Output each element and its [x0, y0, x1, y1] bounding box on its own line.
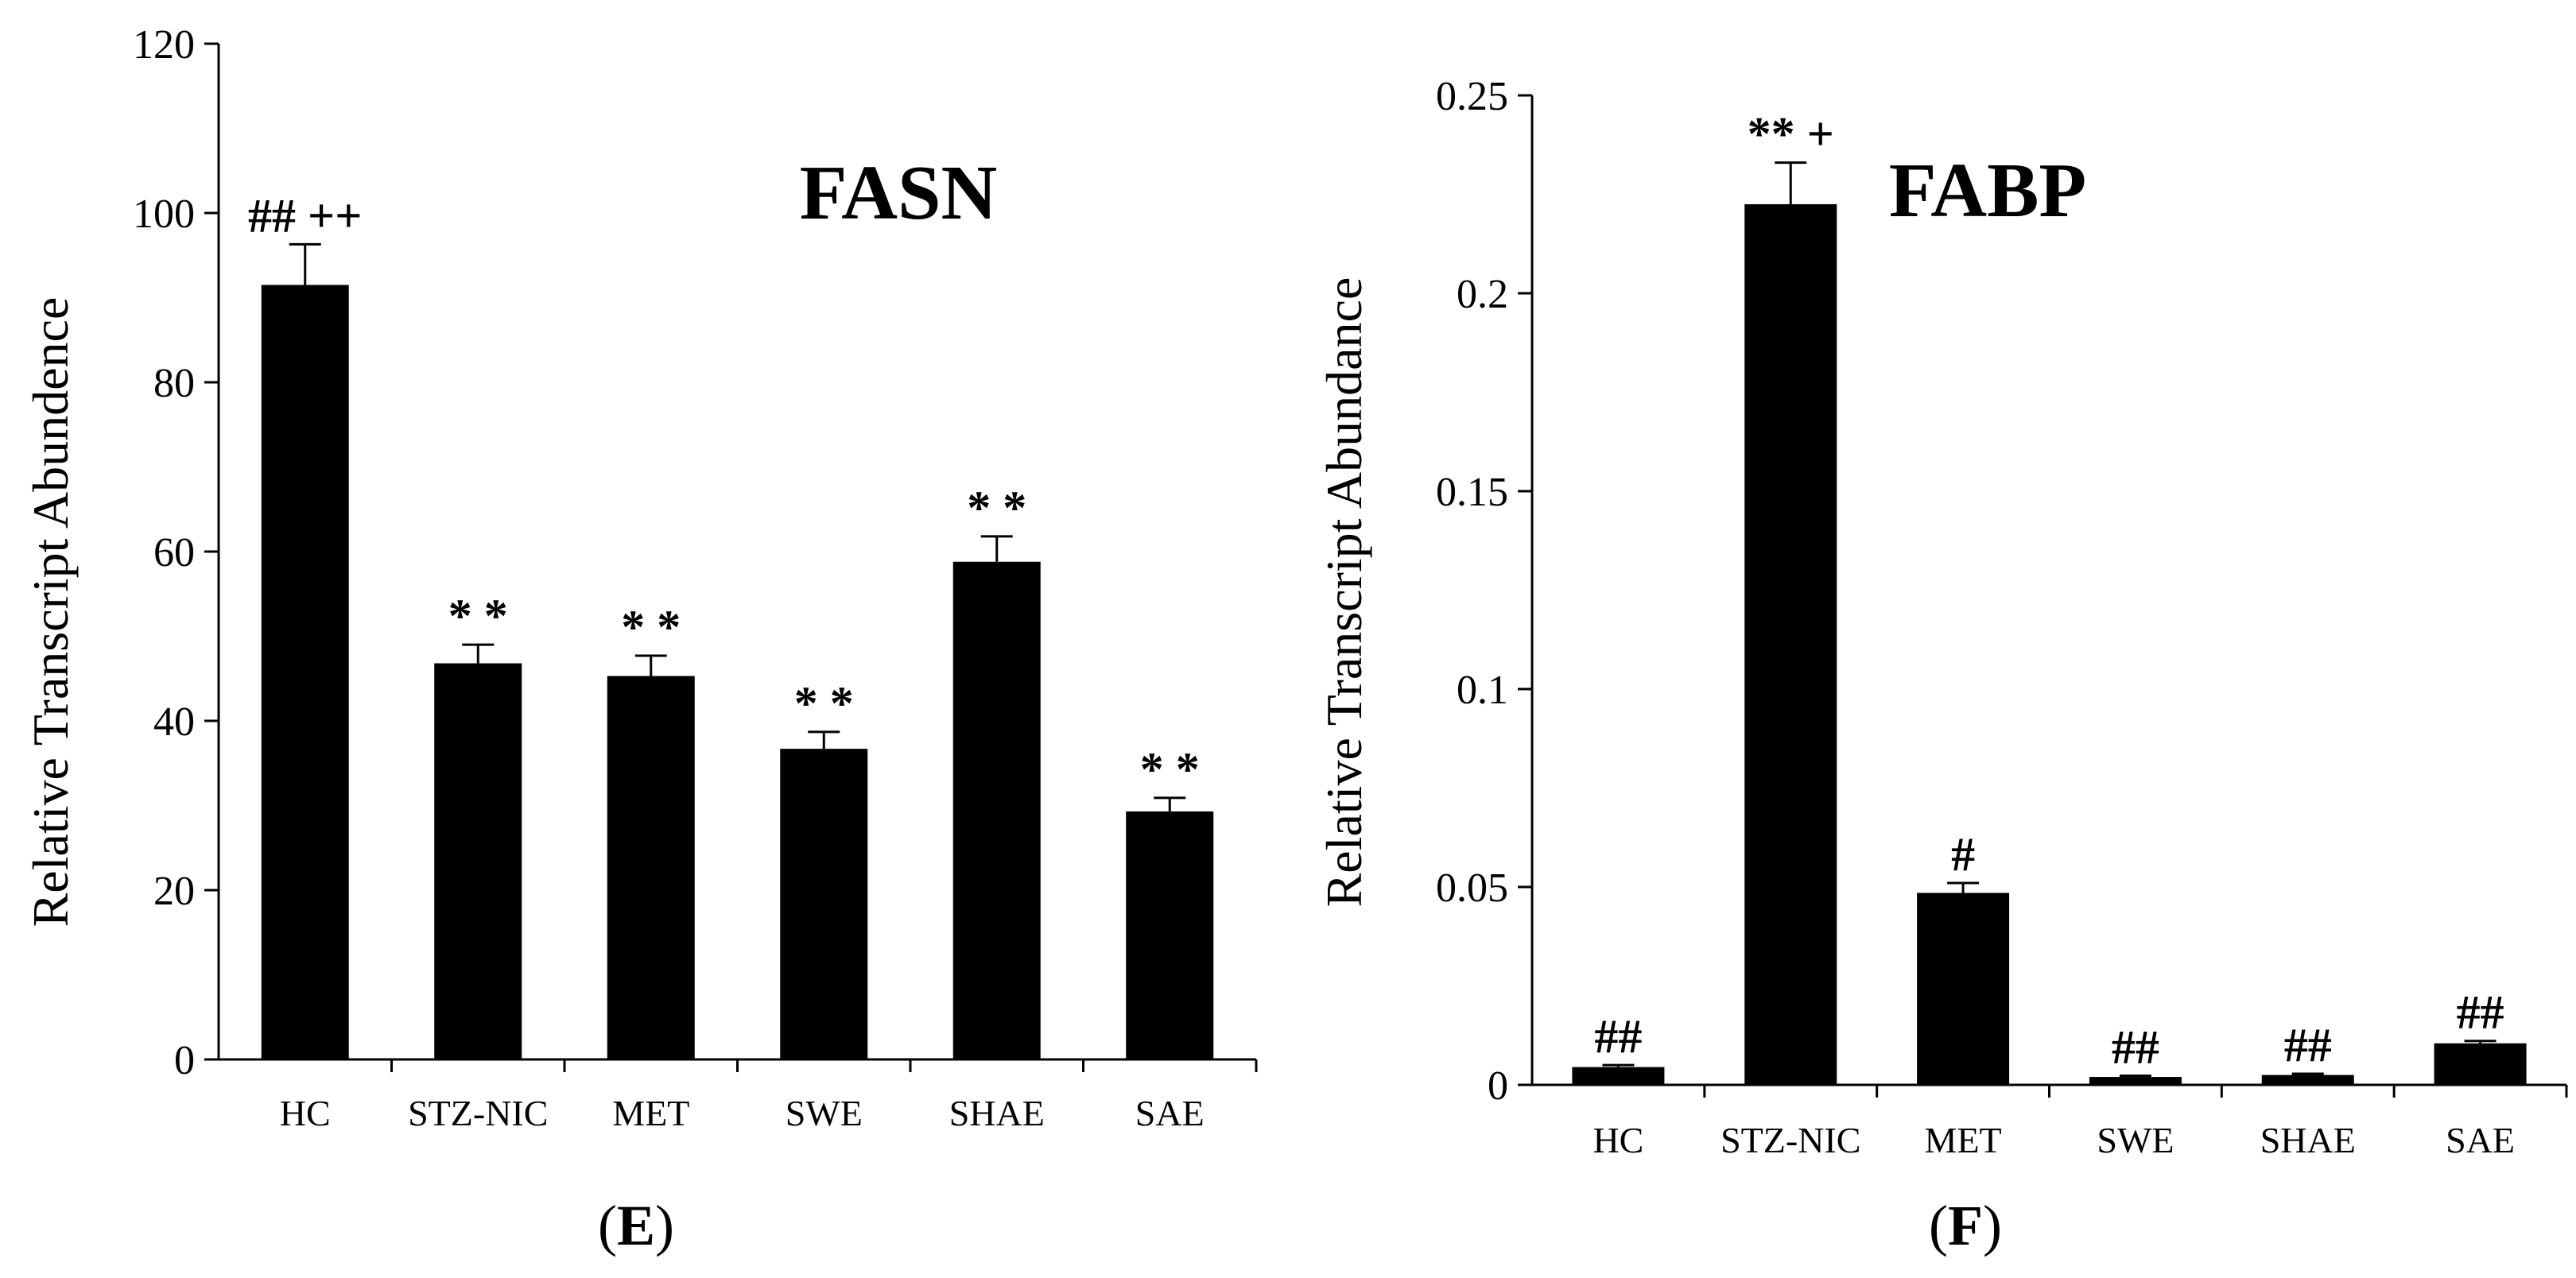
- y-tick-label: 120: [133, 22, 195, 68]
- bar: [780, 749, 868, 1059]
- y-tick-label: 0.15: [1436, 470, 1508, 515]
- x-tick-label: STZ-NIC: [408, 1093, 548, 1133]
- significance-label: ##: [2112, 1021, 2159, 1074]
- bar: [2089, 1077, 2182, 1085]
- panel-label-e-open: (: [598, 1194, 617, 1257]
- panel-label-f-open: (: [1929, 1194, 1948, 1257]
- significance-label: ##: [2457, 986, 2504, 1039]
- panel-label-e-letter: E: [617, 1194, 655, 1257]
- significance-label: * *: [794, 677, 854, 730]
- y-tick-label: 60: [153, 530, 195, 575]
- y-tick-label: 0.05: [1436, 866, 1508, 911]
- panel-label-e-close: ): [655, 1194, 674, 1257]
- x-tick-label: SAE: [1135, 1093, 1205, 1133]
- x-tick-label: SAE: [2446, 1120, 2515, 1160]
- x-tick-label: MET: [1925, 1120, 2002, 1160]
- bar: [1917, 893, 2010, 1085]
- x-tick-label: HC: [280, 1093, 331, 1133]
- bar: [434, 663, 522, 1059]
- x-tick-label: STZ-NIC: [1721, 1120, 1860, 1160]
- y-tick-label: 40: [153, 699, 195, 745]
- x-tick-label: SHAE: [2260, 1120, 2356, 1160]
- bar: [952, 561, 1041, 1059]
- bar: [1126, 811, 1214, 1059]
- panel-label-f-letter: F: [1948, 1194, 1983, 1257]
- y-axis-label-fasn: Relative Transcript Abundence: [22, 297, 79, 928]
- significance-label: ## ++: [248, 189, 362, 242]
- x-tick-label: HC: [1593, 1120, 1643, 1160]
- bar: [1572, 1067, 1665, 1085]
- chart-fasn: FASN Relative Transcript Abundence (E) 0…: [22, 22, 1258, 1257]
- bar: [1744, 203, 1837, 1086]
- bar: [2434, 1043, 2527, 1085]
- significance-label: ##: [1594, 1010, 1642, 1063]
- significance-label: * *: [967, 482, 1026, 534]
- y-axis-label-fabp: Relative Transcript Abundance: [1316, 277, 1372, 908]
- significance-label: * *: [1140, 743, 1200, 796]
- significance-label: * *: [448, 590, 508, 642]
- y-tick-label: 0.2: [1457, 272, 1508, 317]
- bar: [261, 285, 349, 1059]
- x-tick-label: SWE: [786, 1093, 863, 1133]
- significance-label: ##: [2284, 1019, 2332, 1071]
- bar: [607, 676, 695, 1059]
- y-tick-label: 0.25: [1436, 74, 1508, 119]
- y-tick-label: 0.1: [1457, 668, 1508, 713]
- y-tick-label: 0: [174, 1038, 195, 1083]
- y-tick-label: 20: [153, 869, 195, 914]
- chart-fabp: FABP Relative Transcript Abundance (F) 0…: [1316, 74, 2568, 1257]
- x-tick-label: SHAE: [949, 1093, 1045, 1133]
- significance-label: * *: [621, 601, 681, 653]
- panel-label-e: (E): [598, 1194, 674, 1257]
- bar: [2261, 1075, 2354, 1085]
- x-tick-label: SWE: [2097, 1120, 2174, 1160]
- x-tick-label: MET: [612, 1093, 689, 1133]
- significance-label: #: [1951, 828, 1975, 881]
- y-tick-label: 0: [1488, 1063, 1508, 1109]
- significance-label: ** +: [1748, 108, 1834, 161]
- chart-title-fabp: FABP: [1889, 148, 2087, 234]
- panel-label-f: (F): [1929, 1194, 2002, 1257]
- y-tick-label: 80: [153, 361, 195, 406]
- chart-title-fasn: FASN: [800, 150, 998, 236]
- panel-label-f-close: ): [1983, 1194, 2002, 1257]
- y-tick-label: 100: [133, 192, 195, 237]
